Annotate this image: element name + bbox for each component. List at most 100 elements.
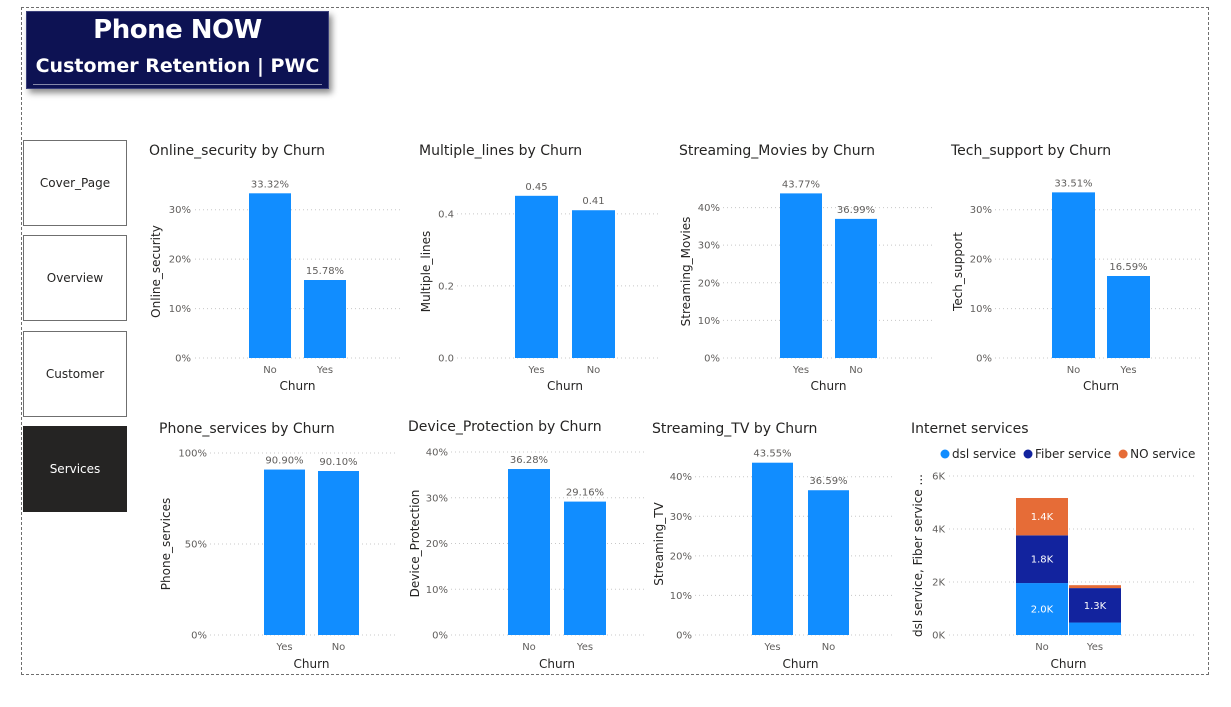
y-tick-label: 0.2 <box>438 281 454 292</box>
chart-streaming-tv: Streaming_TV by Churn 0% 10% 20% 30% 40% Strea… <box>652 421 893 671</box>
chart-multiple-lines: Multiple_lines by Churn 0.0 0.2 0.4 Multiple… <box>419 143 660 393</box>
chart-title: Streaming_TV by Churn <box>652 421 817 437</box>
x-tick-label: No <box>822 642 836 653</box>
nav-button-overview[interactable]: Overview <box>23 235 127 321</box>
y-tick-label: 0% <box>976 354 992 365</box>
chart-phone-services: Phone_services by Churn 0% 50% 100% Phone_se… <box>159 421 395 671</box>
chart-title: Device_Protection by Churn <box>408 419 602 435</box>
data-label: 36.99% <box>837 205 875 216</box>
nav-button-services[interactable]: Services <box>23 426 127 512</box>
nav-button-customer[interactable]: Customer <box>23 331 127 417</box>
y-tick-label: 10% <box>426 585 448 596</box>
x-tick-label: Yes <box>316 365 333 376</box>
y-tick-label: 40% <box>426 448 448 459</box>
bar-yes <box>780 193 822 358</box>
y-tick-label: 30% <box>169 205 191 216</box>
stack-segment-fiber-service <box>1069 588 1121 623</box>
chart-title: Multiple_lines by Churn <box>419 143 582 159</box>
report-canvas <box>21 7 1209 675</box>
x-tick-label: No <box>1067 365 1081 376</box>
bar-yes <box>564 501 606 635</box>
y-tick-label: 20% <box>670 551 692 562</box>
data-label: 16.59% <box>1109 262 1147 273</box>
chart-title: Internet services <box>911 421 1028 437</box>
y-tick-label: 20% <box>169 255 191 266</box>
bar-yes <box>515 195 558 358</box>
legend-label: Fiber service <box>1035 447 1111 461</box>
y-tick-label: 2K <box>932 578 945 589</box>
chart-online-security: Online_security by Churn 0% 10% 20% 30% Onlin… <box>149 143 400 393</box>
legend-marker <box>1118 449 1128 459</box>
y-tick-label: 30% <box>426 493 448 504</box>
nav-button-cover-page[interactable]: Cover_Page <box>23 140 127 226</box>
segment-label: 1.8K <box>1031 555 1054 566</box>
y-axis-title: Streaming_TV <box>652 501 666 585</box>
chart-streaming-movies: Streaming_Movies by Churn 0% 10% 20% 30% 40% S… <box>679 143 935 393</box>
y-tick-label: 30% <box>670 512 692 523</box>
segment-label: 1.3K <box>1084 601 1107 612</box>
legend-label: NO service <box>1130 447 1195 461</box>
y-axis-title: Online_security <box>149 225 163 318</box>
segment-label: 2.0K <box>1031 605 1054 616</box>
chart-title: Streaming_Movies by Churn <box>679 143 875 159</box>
data-label: 0.41 <box>582 196 604 207</box>
bar-no <box>835 218 877 358</box>
y-tick-label: 10% <box>970 304 992 315</box>
x-tick-label: No <box>1035 642 1049 653</box>
x-axis-title: Churn <box>811 379 847 393</box>
chart-device-protection: Device_Protection by Churn 0% 10% 20% 30% 40%… <box>408 419 644 671</box>
data-label: 33.32% <box>251 179 289 190</box>
chart-tech-support: Tech_support by Churn 0% 10% 20% 30% Tech_sup… <box>950 143 1202 393</box>
stack-segment-dsl-service <box>1016 583 1068 635</box>
y-tick-label: 0.0 <box>438 354 454 365</box>
x-tick-label: Yes <box>792 365 809 376</box>
stack-segment-fiber-service <box>1016 535 1068 584</box>
y-axis-title: dsl service, Fiber service ... <box>911 474 925 637</box>
x-tick-label: No <box>587 365 601 376</box>
y-tick-label: 50% <box>185 540 207 551</box>
chart-title: Tech_support by Churn <box>950 143 1111 159</box>
bar-no <box>249 193 291 358</box>
legend-label: dsl service <box>952 447 1016 461</box>
x-axis-title: Churn <box>1051 657 1087 671</box>
y-tick-label: 20% <box>970 255 992 266</box>
x-tick-label: No <box>332 642 346 653</box>
y-tick-label: 0% <box>704 354 720 365</box>
x-tick-label: Yes <box>275 642 292 653</box>
data-label: 36.59% <box>809 476 847 487</box>
x-tick-label: Yes <box>1086 642 1103 653</box>
data-label: 0.45 <box>525 182 547 193</box>
y-tick-label: 20% <box>698 278 720 289</box>
bar-yes <box>264 469 305 635</box>
y-tick-label: 10% <box>670 591 692 602</box>
data-label: 90.90% <box>265 456 303 467</box>
y-tick-label: 20% <box>426 539 448 550</box>
stack-segment-no-service <box>1016 497 1068 536</box>
x-axis-title: Churn <box>294 657 330 671</box>
x-axis-title: Churn <box>547 379 583 393</box>
data-label: 43.55% <box>753 449 791 460</box>
x-tick-label: No <box>849 365 863 376</box>
data-label: 43.77% <box>782 179 820 190</box>
y-tick-label: 0% <box>432 631 448 642</box>
y-tick-label: 30% <box>698 241 720 252</box>
y-tick-label: 6K <box>932 472 945 483</box>
stack-segment-no-service <box>1069 585 1121 589</box>
x-tick-label: Yes <box>763 642 780 653</box>
bar-no <box>508 469 550 635</box>
x-tick-label: No <box>522 642 536 653</box>
y-axis-title: Multiple_lines <box>419 231 433 313</box>
chart-title: Phone_services by Churn <box>159 421 335 437</box>
y-tick-label: 0% <box>175 354 191 365</box>
report-subtitle: Customer Retention | PWC <box>35 55 320 77</box>
segment-label: 1.4K <box>1031 512 1054 523</box>
y-tick-label: 100% <box>178 449 207 460</box>
y-axis-title: Tech_support <box>951 232 965 312</box>
bar-no <box>808 490 849 635</box>
stack-segment-dsl-service <box>1069 622 1121 635</box>
data-label: 15.78% <box>306 266 344 277</box>
y-tick-label: 10% <box>169 304 191 315</box>
y-tick-label: 0K <box>932 631 945 642</box>
y-tick-label: 0% <box>191 631 207 642</box>
legend-marker <box>1023 449 1033 459</box>
